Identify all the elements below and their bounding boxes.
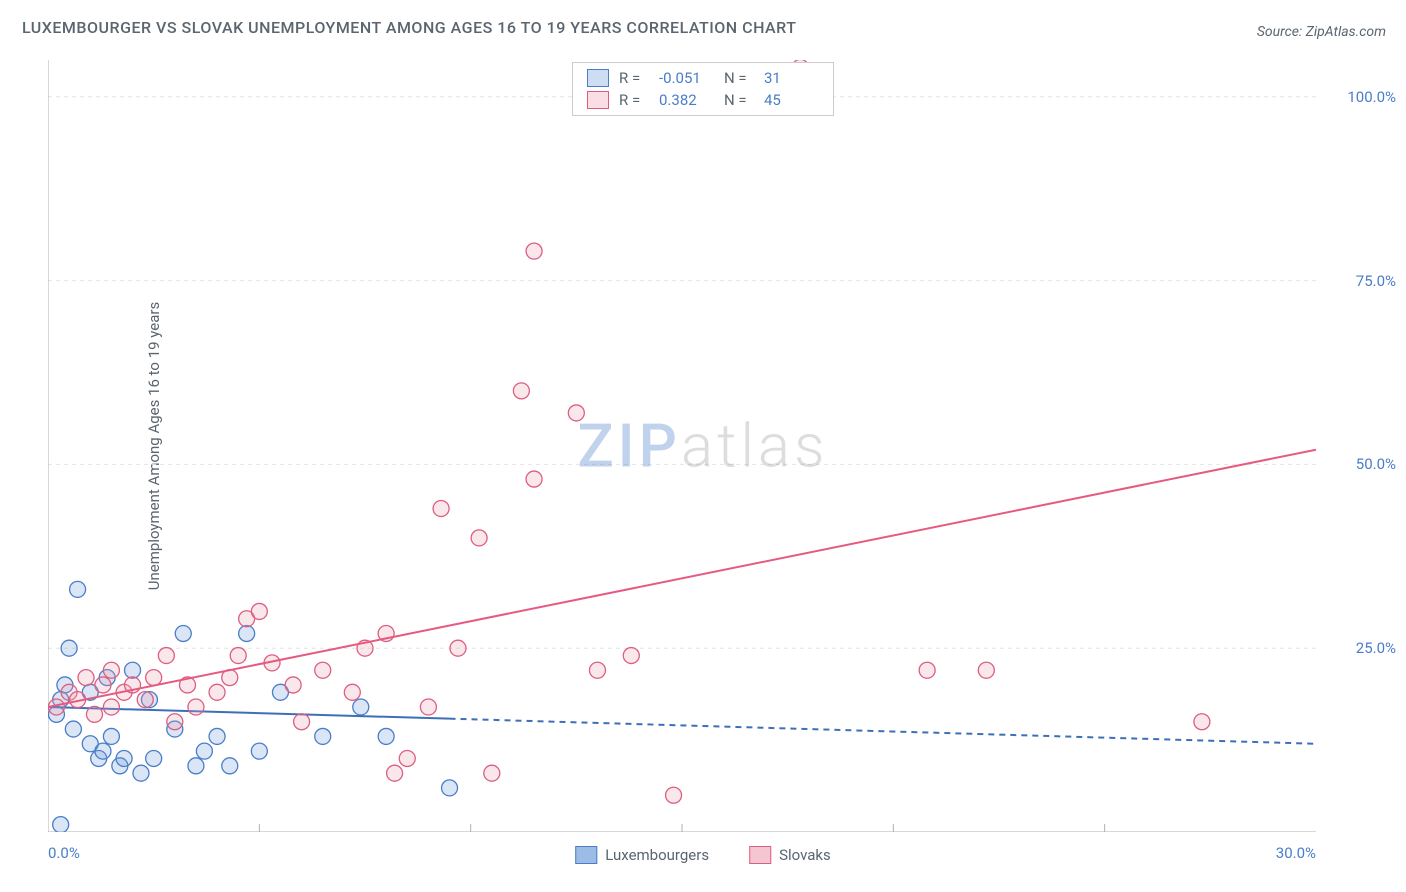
chart-plot-area [48, 60, 1316, 832]
n-label: N = [724, 69, 754, 87]
legend-row-lux: R = -0.051 N = 31 [587, 69, 819, 87]
series-legend: Luxembourgers Slovaks [575, 846, 831, 864]
y-tick-label: 50.0% [1356, 455, 1396, 473]
legend-swatch-lux [587, 69, 609, 87]
y-tick-label: 25.0% [1356, 639, 1396, 657]
legend-swatch-icon [575, 846, 597, 864]
legend-label-slovak: Slovaks [779, 846, 831, 864]
x-max-label: 30.0% [1276, 844, 1316, 862]
legend-item-lux: Luxembourgers [575, 846, 709, 864]
r-label: R = [619, 69, 649, 87]
y-tick-label: 100.0% [1347, 88, 1396, 106]
n-value-lux: 31 [764, 69, 819, 87]
y-tick-label: 75.0% [1356, 272, 1396, 290]
legend-row-slovak: R = 0.382 N = 45 [587, 91, 819, 109]
scatter-svg [48, 60, 1316, 832]
r-value-lux: -0.051 [659, 69, 714, 87]
r-value-slovak: 0.382 [659, 91, 714, 109]
n-label: N = [724, 91, 754, 109]
legend-swatch-slovak [587, 91, 609, 109]
chart-title: LUXEMBOURGER VS SLOVAK UNEMPLOYMENT AMON… [22, 18, 796, 37]
x-min-label: 0.0% [48, 844, 80, 862]
legend-swatch-icon [749, 846, 771, 864]
legend-item-slovak: Slovaks [749, 846, 831, 864]
correlation-legend: R = -0.051 N = 31 R = 0.382 N = 45 [572, 62, 834, 116]
r-label: R = [619, 91, 649, 109]
n-value-slovak: 45 [764, 91, 819, 109]
legend-label-lux: Luxembourgers [605, 846, 709, 864]
source-credit: Source: ZipAtlas.com [1257, 24, 1386, 40]
